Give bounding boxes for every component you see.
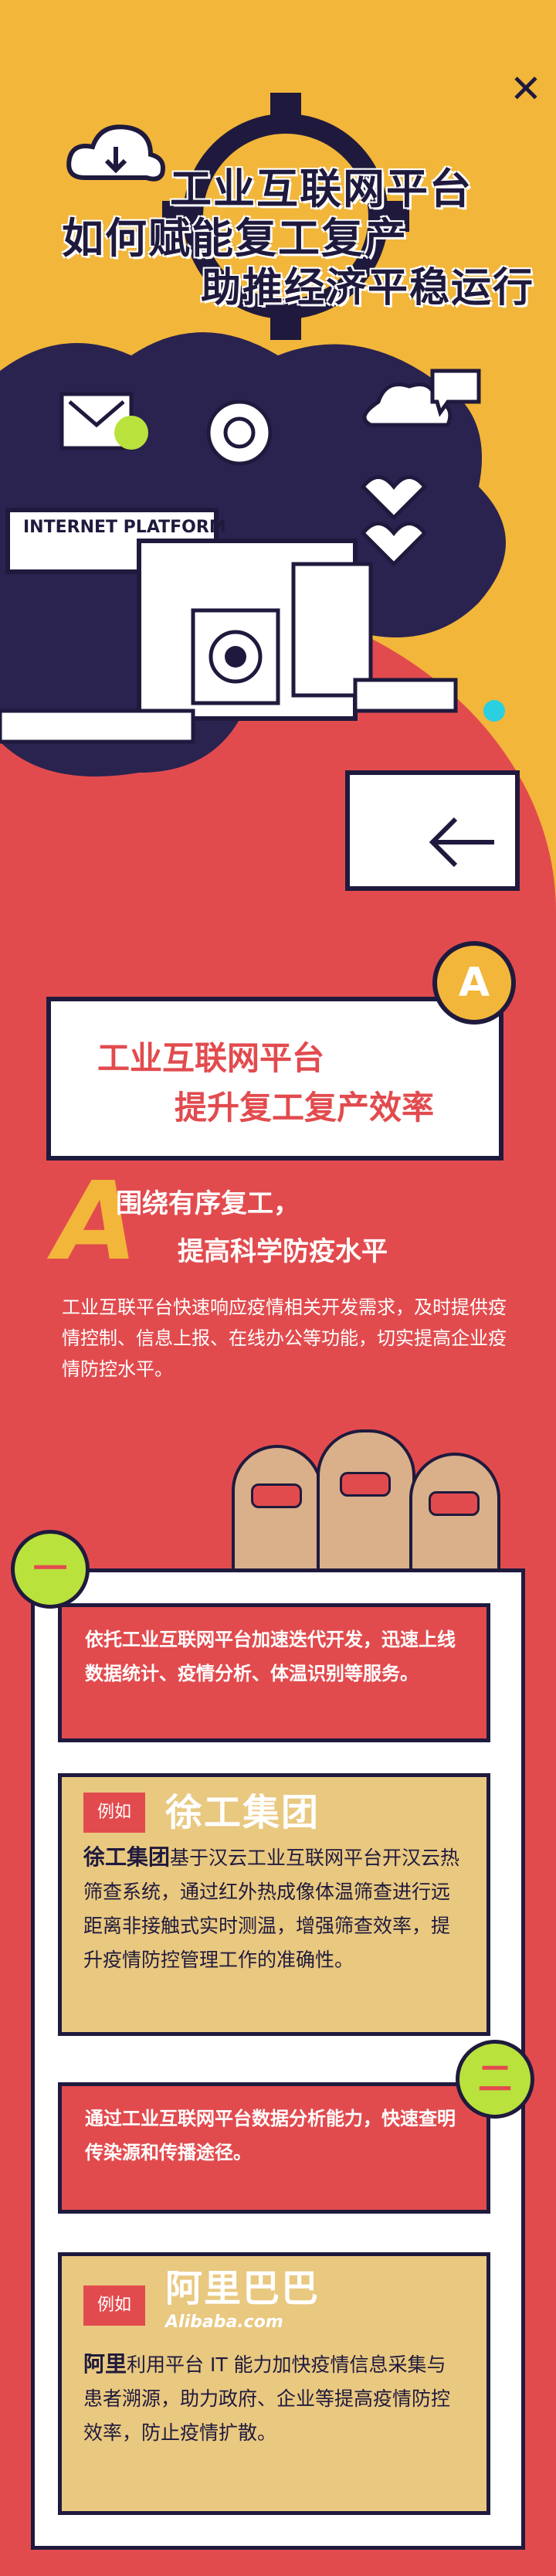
item-1-example: 例如 徐工集团 徐工集团基于汉云工业互联网平台开汉云热筛查系统，通过红外热成像体…	[58, 1773, 490, 2036]
gear-icon	[162, 93, 409, 340]
subtitle-line-1: 围绕有序复工，	[116, 1188, 300, 1219]
close-icon[interactable]: ✕	[510, 66, 542, 111]
alibaba-logo-sub: Alibaba.com	[165, 2313, 283, 2332]
platform-label: INTERNET PLATFORM	[23, 518, 226, 537]
example-tag: 例如	[83, 1793, 146, 1833]
xcmg-logo: 徐工集团	[165, 1791, 320, 1834]
platform-illustration	[0, 332, 520, 891]
subtitle-line-2: 提高科学防疫水平	[178, 1236, 388, 1267]
hero-section: ✕ 工业互联网平台 如何赋能复工复产 助推经济平稳运行 INTERNET PLA…	[0, 0, 556, 958]
title-line-2: 如何赋能复工复产	[62, 214, 408, 263]
item-2-summary: 通过工业互联网平台数据分析能力，快速查明传染源和传播途径。	[58, 2082, 490, 2214]
company-name: 阿里	[83, 2351, 127, 2377]
company-detail: 基于汉云工业互联网平台开汉云热筛查系统，通过红外热成像体温筛查进行远距离非接触式…	[83, 1847, 460, 1971]
section-badge: A	[432, 941, 516, 1025]
examples-card: 依托工业互联网平台加速迭代开发，迅速上线数据统计、疫情分析、体温识别等服务。 例…	[31, 1568, 525, 2550]
title-line-1: 工业互联网平台	[170, 165, 473, 213]
section-paragraph: 工业互联平台快速响应疫情相关开发需求，及时提供疫情控制、信息上报、在线办公等功能…	[62, 1296, 507, 1380]
medical-workers-illustration	[216, 1429, 510, 1582]
cloud-download-icon	[66, 124, 165, 182]
item-1-badge: 一	[11, 1530, 90, 1609]
section-banner: 工业互联网平台 提升复工复产效率	[46, 997, 503, 1161]
big-letter: A	[54, 1159, 138, 1285]
item-2-badge: 二	[456, 2040, 534, 2119]
company-detail: 利用平台 IT 能力加快疫情信息采集与患者溯源，助力政府、企业等提高疫情防控效率…	[83, 2353, 451, 2444]
banner-line-1: 工业互联网平台	[97, 1039, 325, 1077]
alibaba-logo: 阿里巴巴	[165, 2267, 320, 2310]
item-1-summary: 依托工业互联网平台加速迭代开发，迅速上线数据统计、疫情分析、体温识别等服务。	[58, 1603, 490, 1742]
item-2-example: 例如 阿里巴巴 Alibaba.com 阿里利用平台 IT 能力加快疫情信息采集…	[58, 2252, 490, 2515]
banner-line-2: 提升复工复产效率	[175, 1089, 435, 1127]
title-line-3: 助推经济平稳运行	[201, 265, 535, 311]
company-name: 徐工集团	[83, 1844, 171, 1870]
example-tag: 例如	[83, 2285, 146, 2326]
